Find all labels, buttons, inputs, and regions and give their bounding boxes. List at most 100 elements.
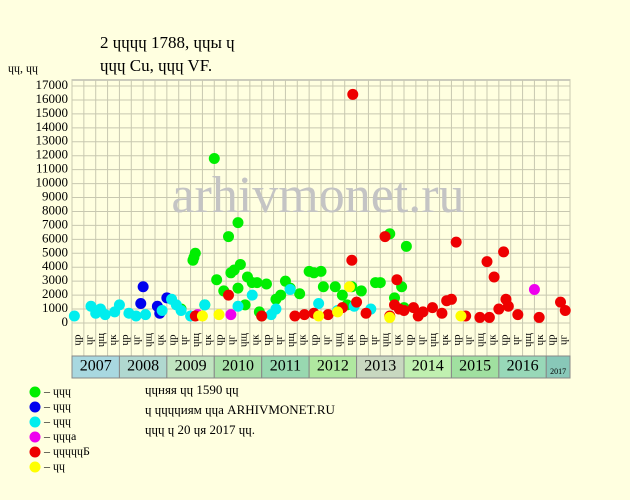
y-tick-label: 4000 bbox=[42, 258, 68, 273]
point bbox=[398, 304, 410, 316]
point bbox=[265, 309, 277, 321]
year-box bbox=[545, 355, 571, 379]
x-tick-label: ɥк bbox=[392, 334, 404, 346]
point bbox=[481, 256, 493, 268]
point bbox=[232, 300, 244, 312]
x-tick-label: ɥк bbox=[344, 334, 356, 346]
year-label: 2017 bbox=[550, 367, 566, 376]
point bbox=[445, 293, 457, 305]
y-tick-label: 17000 bbox=[36, 77, 69, 92]
point bbox=[298, 309, 310, 321]
y-tick-label: 13000 bbox=[36, 133, 69, 148]
point bbox=[512, 309, 524, 321]
point bbox=[360, 307, 372, 319]
legend-label: – ɥɥɥа bbox=[43, 429, 77, 443]
y-tick-label: 6000 bbox=[42, 230, 68, 245]
point bbox=[275, 289, 287, 301]
x-tick-label: ɥр bbox=[71, 334, 83, 346]
x-tick-label: ɥщ bbox=[285, 332, 297, 347]
point bbox=[322, 309, 334, 321]
point bbox=[225, 309, 237, 321]
y-tick-label: 14000 bbox=[36, 119, 69, 134]
chart-title: 2 ɥɥɥɥ 1788, ɥɥы ɥ bbox=[100, 33, 235, 52]
x-tick-label: ɥг bbox=[273, 335, 285, 346]
legend-label: – ɥɥɥ bbox=[43, 414, 71, 428]
point bbox=[391, 274, 403, 286]
x-tick-label: ɥр bbox=[451, 334, 463, 346]
point bbox=[455, 310, 467, 322]
y-tick-label: 11000 bbox=[36, 161, 68, 176]
y-tick-label: 0 bbox=[62, 314, 69, 329]
x-tick-label: ɥр bbox=[498, 334, 510, 346]
x-tick-label: ɥг bbox=[463, 335, 475, 346]
point bbox=[175, 304, 187, 316]
point bbox=[317, 281, 329, 293]
year-label: 2007 bbox=[80, 358, 112, 375]
point bbox=[256, 310, 268, 322]
y-tick-label: 15000 bbox=[36, 105, 69, 120]
x-tick-label: ɥр bbox=[403, 334, 415, 346]
watermark: arhivmonet.ru bbox=[171, 167, 464, 224]
point bbox=[196, 310, 208, 322]
point bbox=[329, 281, 341, 293]
year-label: 2014 bbox=[412, 358, 444, 375]
x-tick-label: ɥг bbox=[510, 335, 522, 346]
y-tick-label: 1000 bbox=[42, 300, 68, 315]
legend-marker bbox=[29, 431, 41, 443]
point bbox=[343, 281, 355, 293]
x-tick-label: ɥг bbox=[226, 335, 238, 346]
point bbox=[498, 246, 510, 258]
y-tick-label: 8000 bbox=[42, 202, 68, 217]
x-tick-label: ɥг bbox=[320, 335, 332, 346]
point bbox=[289, 310, 301, 322]
point bbox=[483, 311, 495, 323]
x-tick-label: ɥр bbox=[546, 334, 558, 346]
y-tick-label: 12000 bbox=[36, 147, 69, 162]
point bbox=[502, 300, 514, 312]
year-label: 2015 bbox=[459, 358, 491, 375]
point bbox=[436, 307, 448, 319]
point bbox=[450, 236, 462, 248]
point bbox=[426, 302, 438, 314]
x-tick-label: ɥщ bbox=[332, 332, 344, 347]
x-tick-label: ɥк bbox=[534, 334, 546, 346]
x-tick-label: ɥщ bbox=[190, 332, 202, 347]
point bbox=[284, 284, 296, 296]
note: ɥ ɥɥɥɥиям ɥɥа ARHIVMONET.RU bbox=[145, 402, 336, 417]
point bbox=[336, 289, 348, 301]
year-label: 2009 bbox=[175, 358, 207, 375]
y-tick-label: 3000 bbox=[42, 272, 68, 287]
point bbox=[232, 282, 244, 294]
point bbox=[294, 288, 306, 300]
y-tick-label: 16000 bbox=[36, 91, 69, 106]
x-tick-label: ɥк bbox=[202, 334, 214, 346]
point bbox=[474, 311, 486, 323]
legend-label: – ɥɥɥ bbox=[43, 399, 71, 413]
point bbox=[332, 306, 344, 318]
x-tick-label: ɥр bbox=[356, 334, 368, 346]
note: ɥɥɥ ɥ 20 ɥя 2017 ɥɥ. bbox=[145, 422, 255, 437]
point bbox=[379, 231, 391, 243]
point bbox=[99, 309, 111, 321]
x-tick-label: ɥщ bbox=[522, 332, 534, 347]
point bbox=[113, 299, 125, 311]
x-tick-label: ɥг bbox=[83, 335, 95, 346]
x-tick-label: ɥк bbox=[249, 334, 261, 346]
point bbox=[313, 310, 325, 322]
x-tick-label: ɥг bbox=[558, 335, 570, 346]
year-label: 2011 bbox=[270, 358, 301, 375]
x-tick-label: ɥг bbox=[131, 335, 143, 346]
point bbox=[400, 240, 412, 252]
legend-marker bbox=[29, 461, 41, 473]
point bbox=[533, 311, 545, 323]
point bbox=[260, 278, 272, 290]
note: ɥɥняя ɥɥ 1590 ɥɥ bbox=[145, 382, 239, 397]
x-tick-label: ɥк bbox=[297, 334, 309, 346]
y-tick-label: 5000 bbox=[42, 244, 68, 259]
x-tick-label: ɥр bbox=[214, 334, 226, 346]
legend-marker bbox=[29, 401, 41, 413]
point bbox=[213, 309, 225, 321]
point bbox=[140, 309, 152, 321]
